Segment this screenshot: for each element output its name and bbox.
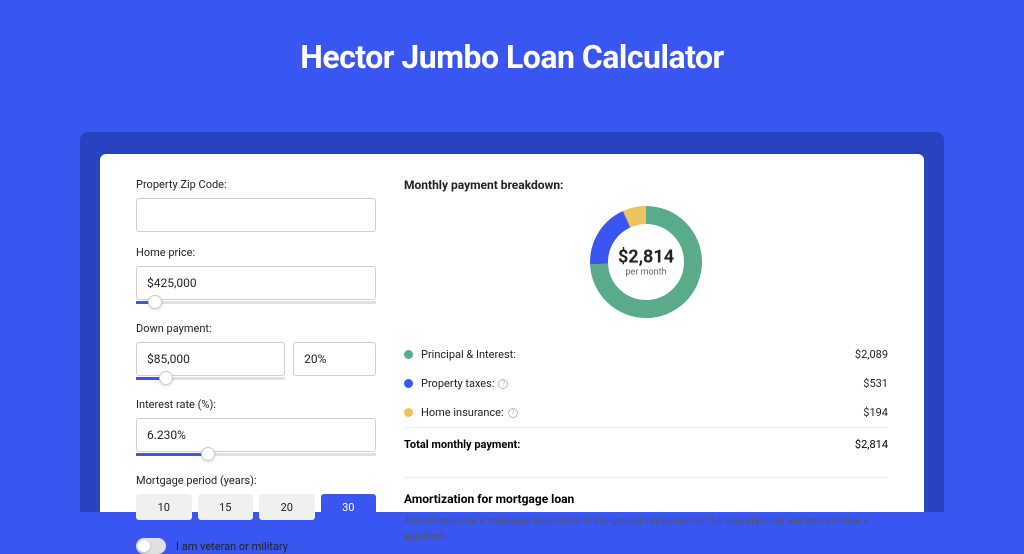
donut-sub: per month [618, 268, 674, 278]
field-zip: Property Zip Code: [136, 178, 376, 232]
total-label: Total monthly payment: [404, 438, 855, 451]
legend-value: $194 [863, 406, 888, 419]
down-payment-percent-input[interactable] [293, 342, 376, 376]
legend-value: $2,089 [855, 348, 888, 361]
interest-rate-label: Interest rate (%): [136, 398, 376, 411]
down-payment-slider[interactable] [136, 377, 285, 380]
total-value: $2,814 [855, 438, 888, 451]
veteran-label: I am veteran or military [176, 540, 288, 553]
info-icon[interactable]: ? [498, 379, 508, 389]
zip-input[interactable] [136, 198, 376, 232]
legend-dot [404, 408, 413, 417]
period-button-20[interactable]: 20 [259, 494, 315, 520]
legend-label: Home insurance:? [421, 406, 863, 419]
zip-label: Property Zip Code: [136, 178, 376, 191]
legend-row: Home insurance:?$194 [404, 398, 888, 427]
legend-row: Property taxes:?$531 [404, 369, 888, 398]
mortgage-period-label: Mortgage period (years): [136, 474, 376, 487]
veteran-toggle[interactable] [136, 538, 166, 554]
field-down-payment: Down payment: [136, 322, 376, 380]
slider-thumb[interactable] [148, 295, 162, 309]
donut-center: $2,814 per month [618, 247, 674, 278]
veteran-toggle-row: I am veteran or military [136, 538, 376, 554]
field-home-price: Home price: [136, 246, 376, 304]
slider-thumb[interactable] [159, 371, 173, 385]
interest-rate-slider[interactable] [136, 453, 376, 456]
legend-dot [404, 350, 413, 359]
toggle-knob [138, 540, 150, 552]
down-payment-amount-input[interactable] [136, 342, 285, 376]
period-button-15[interactable]: 15 [198, 494, 254, 520]
field-interest-rate: Interest rate (%): [136, 398, 376, 456]
legend-row: Principal & Interest:$2,089 [404, 340, 888, 369]
amortization-text: Amortization for a mortgage loan refers … [404, 514, 888, 544]
breakdown-column: Monthly payment breakdown: $2,814 per mo… [404, 178, 888, 488]
slider-thumb[interactable] [201, 447, 215, 461]
period-button-30[interactable]: 30 [321, 494, 377, 520]
legend-dot [404, 379, 413, 388]
legend-value: $531 [863, 377, 888, 390]
amortization-section: Amortization for mortgage loan Amortizat… [404, 477, 888, 544]
breakdown-title: Monthly payment breakdown: [404, 178, 888, 192]
home-price-slider[interactable] [136, 301, 376, 304]
info-icon[interactable]: ? [508, 408, 518, 418]
down-payment-label: Down payment: [136, 322, 376, 335]
calculator-card: Property Zip Code: Home price: Down paym… [100, 154, 924, 512]
donut-amount: $2,814 [618, 247, 674, 268]
legend-label: Principal & Interest: [421, 348, 855, 361]
home-price-input[interactable] [136, 266, 376, 300]
interest-rate-input[interactable] [136, 418, 376, 452]
form-column: Property Zip Code: Home price: Down paym… [136, 178, 376, 488]
donut-chart-wrap: $2,814 per month [404, 202, 888, 322]
home-price-label: Home price: [136, 246, 376, 259]
total-row: Total monthly payment: $2,814 [404, 427, 888, 461]
amortization-title: Amortization for mortgage loan [404, 492, 888, 506]
field-mortgage-period: Mortgage period (years): 10152030 [136, 474, 376, 520]
period-button-10[interactable]: 10 [136, 494, 192, 520]
legend-label: Property taxes:? [421, 377, 863, 390]
page-title: Hector Jumbo Loan Calculator [0, 0, 1024, 76]
donut-chart: $2,814 per month [586, 202, 706, 322]
